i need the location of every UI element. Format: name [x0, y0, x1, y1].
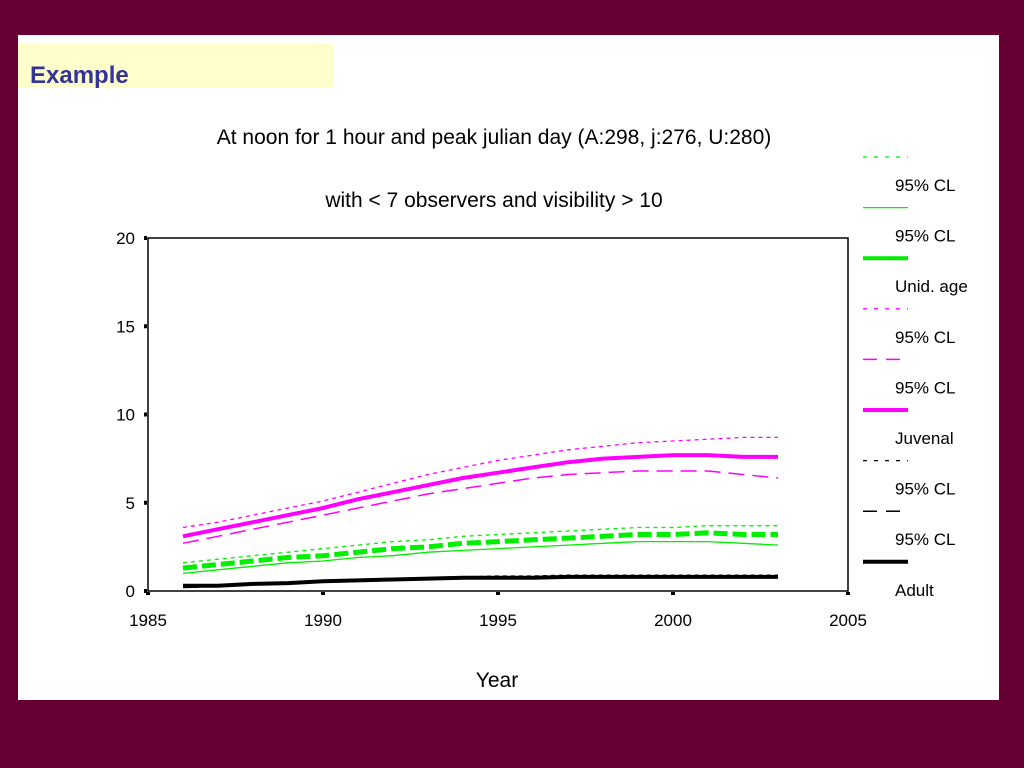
- plot-frame: [147, 237, 849, 592]
- x-tick-label: 2000: [654, 611, 692, 630]
- x-tick-mark: [146, 592, 150, 595]
- y-tick-label: 20: [116, 229, 135, 248]
- legend-label: 95% CL: [895, 176, 955, 195]
- y-tick-mark: [144, 324, 147, 329]
- slide-canvas: Example At noon for 1 hour and peak juli…: [18, 35, 999, 700]
- y-tick-mark: [144, 236, 147, 240]
- x-tick-label: 1990: [304, 611, 342, 630]
- x-axis-title: Year: [476, 669, 518, 692]
- legend-label: 95% CL: [895, 530, 955, 549]
- plot-area: 0 5 10 15 20 1985 1990 1995 2000 2005: [116, 229, 867, 630]
- series-line-unid-thick-dashed: [182, 530, 778, 571]
- chart-subtitle: with < 7 observers and visibility > 10: [324, 189, 662, 212]
- legend-label: Adult: [895, 581, 934, 600]
- x-tick-mark: [671, 592, 675, 595]
- y-tick-label: 5: [126, 494, 135, 513]
- legend-label: 95% CL: [895, 378, 955, 397]
- legend-label: 95% CL: [895, 328, 955, 347]
- x-tick-label: 1995: [479, 611, 517, 630]
- x-tick-mark: [496, 592, 500, 595]
- series-line-unid-thin: [182, 540, 779, 575]
- series-line-unid-dotted: [182, 525, 778, 564]
- line-chart: At noon for 1 hour and peak julian day (…: [116, 126, 968, 692]
- chart-title: At noon for 1 hour and peak julian day (…: [217, 126, 772, 149]
- legend: 95% CL 95% CL Unid. age 95% CL 95% CL Juvenal…: [863, 156, 968, 600]
- y-tick-label: 0: [126, 582, 135, 601]
- y-tick-label: 15: [116, 317, 135, 336]
- series-line-adult-thick: [183, 574, 778, 588]
- slide-title: Example: [30, 62, 129, 89]
- series-line-juvenal-thick: [182, 453, 778, 539]
- y-tick-label: 10: [116, 406, 135, 425]
- legend-label: 95% CL: [895, 480, 955, 499]
- y-tick-mark: [144, 412, 147, 417]
- x-tick-label: 1985: [129, 611, 167, 630]
- x-tick-label: 2005: [829, 611, 867, 630]
- y-tick-mark: [144, 500, 147, 505]
- legend-label: Unid. age: [895, 277, 968, 296]
- legend-label: 95% CL: [895, 227, 955, 246]
- series-line-juvenal-dotted: [182, 436, 778, 529]
- y-tick-mark: [144, 589, 147, 593]
- series-line-juvenal-dashed: [182, 470, 779, 545]
- legend-label: Juvenal: [895, 429, 954, 448]
- x-tick-mark: [846, 592, 850, 595]
- x-tick-mark: [321, 592, 325, 595]
- slide-title-box: Example: [18, 44, 334, 89]
